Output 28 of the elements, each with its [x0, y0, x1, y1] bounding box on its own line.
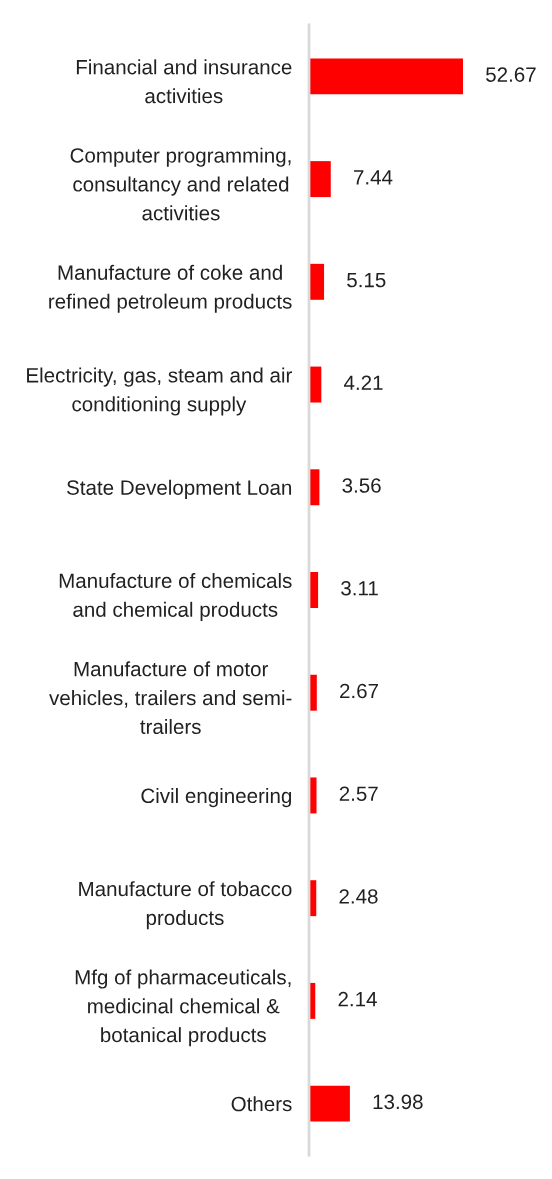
data-label: 2.48 [339, 889, 378, 904]
data-label: 3.11 [341, 580, 378, 596]
bar [309, 161, 331, 198]
data-label: 2.57 [339, 786, 378, 801]
y-tick-label: Manufacture of motor vehicles, trailers and semi- trailers [49, 661, 292, 735]
data-label: 7.44 [354, 170, 393, 185]
data-label: 3.56 [342, 478, 381, 493]
y-tick-label: Civil engineering [141, 788, 292, 808]
y-tick-label: State Development Loan [67, 479, 292, 499]
data-label: 4.21 [344, 375, 383, 390]
data-label: 2.14 [338, 991, 377, 1007]
y-tick-label: Manufacture of chemicals and chemical products [59, 572, 292, 621]
y-tick-label: Manufacture of tobacco products [79, 881, 292, 930]
y-tick-label: Electricity, gas, steam and air conditioning supply [27, 367, 293, 416]
data-label: 2.67 [340, 683, 378, 699]
y-tick-label: Financial and insurance activities [76, 59, 292, 104]
data-label: 5.15 [347, 272, 386, 288]
bar [309, 674, 317, 711]
bar [309, 58, 463, 95]
bar [309, 777, 317, 814]
bar [309, 263, 325, 300]
y-tick-label: Mfg of pharmaceuticals, medicinal chemical & botanical products [75, 969, 291, 1047]
bar [309, 1085, 350, 1122]
y-tick-label: Manufacture of coke and refined petroleum products [49, 264, 292, 313]
data-label: 13.98 [373, 1094, 423, 1110]
data-label: 52.67 [486, 67, 536, 82]
y-tick-label: Computer programming, consultancy and related activities [70, 147, 291, 221]
y-tick-label: Others [231, 1096, 292, 1112]
